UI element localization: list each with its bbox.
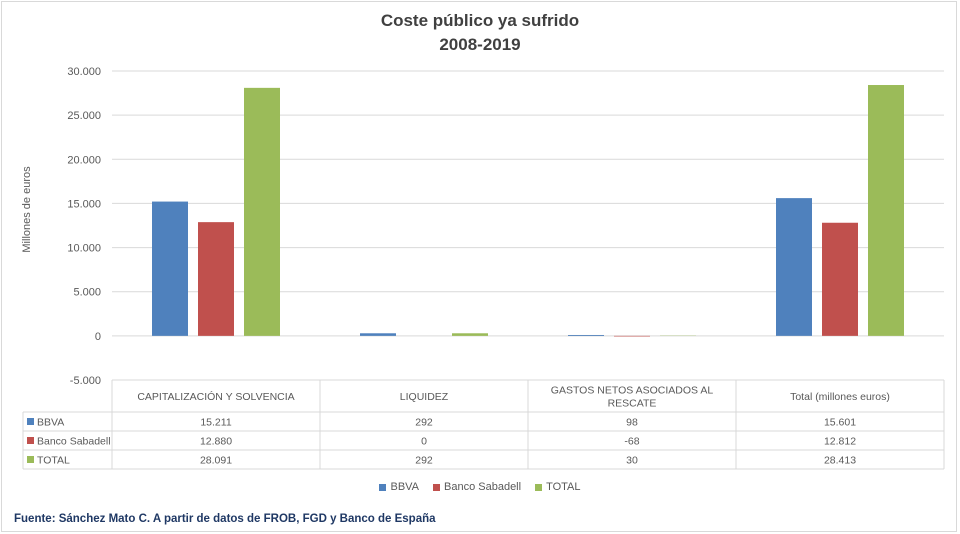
bar: [822, 222, 858, 336]
bar: [868, 85, 904, 336]
series-row-label: BBVA: [37, 417, 64, 429]
data-label: 0: [421, 436, 427, 448]
y-tick-label: 15.000: [67, 198, 101, 210]
y-tick-label: 25.000: [67, 110, 101, 122]
y-axis-label: Millones de euros: [21, 166, 33, 253]
source-note: Fuente: Sánchez Mato C. A partir de dato…: [14, 513, 436, 525]
legend-swatch: [433, 483, 441, 491]
legend-label: Banco Sabadell: [444, 481, 522, 493]
bar: [152, 201, 188, 336]
category-label: CAPITALIZACIÓN Y SOLVENCIA: [137, 390, 294, 403]
series-key: [27, 437, 34, 444]
category-label: LIQUIDEZ: [400, 391, 449, 403]
legend-label: BBVA: [390, 481, 420, 493]
y-tick-label: 10.000: [67, 243, 101, 255]
category-label: GASTOS NETOS ASOCIADOS AL: [551, 385, 714, 397]
legend-item: BBVA: [379, 481, 419, 493]
category-label: Total (millones euros): [790, 391, 890, 403]
bar: [244, 87, 280, 336]
data-label: 98: [626, 417, 638, 429]
chart-title: Coste público ya sufrido: [380, 11, 580, 30]
legend-item: Banco Sabadell: [433, 481, 521, 493]
data-label: 15.211: [200, 417, 231, 429]
series-row-label: TOTAL: [37, 455, 70, 467]
bar: [776, 198, 812, 336]
data-label: 12.812: [824, 436, 856, 448]
legend-label: TOTAL: [546, 481, 581, 493]
bar: [614, 335, 650, 337]
legend-swatch: [535, 483, 543, 491]
data-label: 292: [415, 417, 433, 429]
series-row-label: Banco Sabadell: [37, 436, 111, 448]
data-label: 292: [415, 455, 433, 467]
legend-item: TOTAL: [535, 481, 581, 493]
data-label: 12.880: [200, 436, 232, 448]
y-tick-label: 0: [95, 331, 101, 343]
bar: [452, 333, 488, 336]
data-label: -68: [624, 436, 639, 448]
y-tick-label: 5.000: [73, 287, 101, 299]
y-tick-label: 20.000: [67, 154, 101, 166]
bar: [568, 334, 604, 336]
data-label: 15.601: [824, 417, 856, 429]
y-tick-label: 30.000: [67, 66, 101, 78]
series-key: [27, 418, 34, 425]
data-label: 30: [626, 455, 638, 467]
data-label: 28.091: [200, 455, 232, 467]
legend-swatch: [379, 483, 387, 491]
category-label: RESCATE: [608, 398, 657, 410]
bar: [198, 222, 234, 336]
data-label: 28.413: [824, 455, 856, 467]
legend: BBVA Banco Sabadell TOTAL: [0, 481, 960, 493]
series-key: [27, 456, 34, 463]
chart-subtitle: 2008-2019: [439, 35, 521, 54]
y-tick-label: -5.000: [70, 375, 101, 387]
bar: [360, 333, 396, 336]
